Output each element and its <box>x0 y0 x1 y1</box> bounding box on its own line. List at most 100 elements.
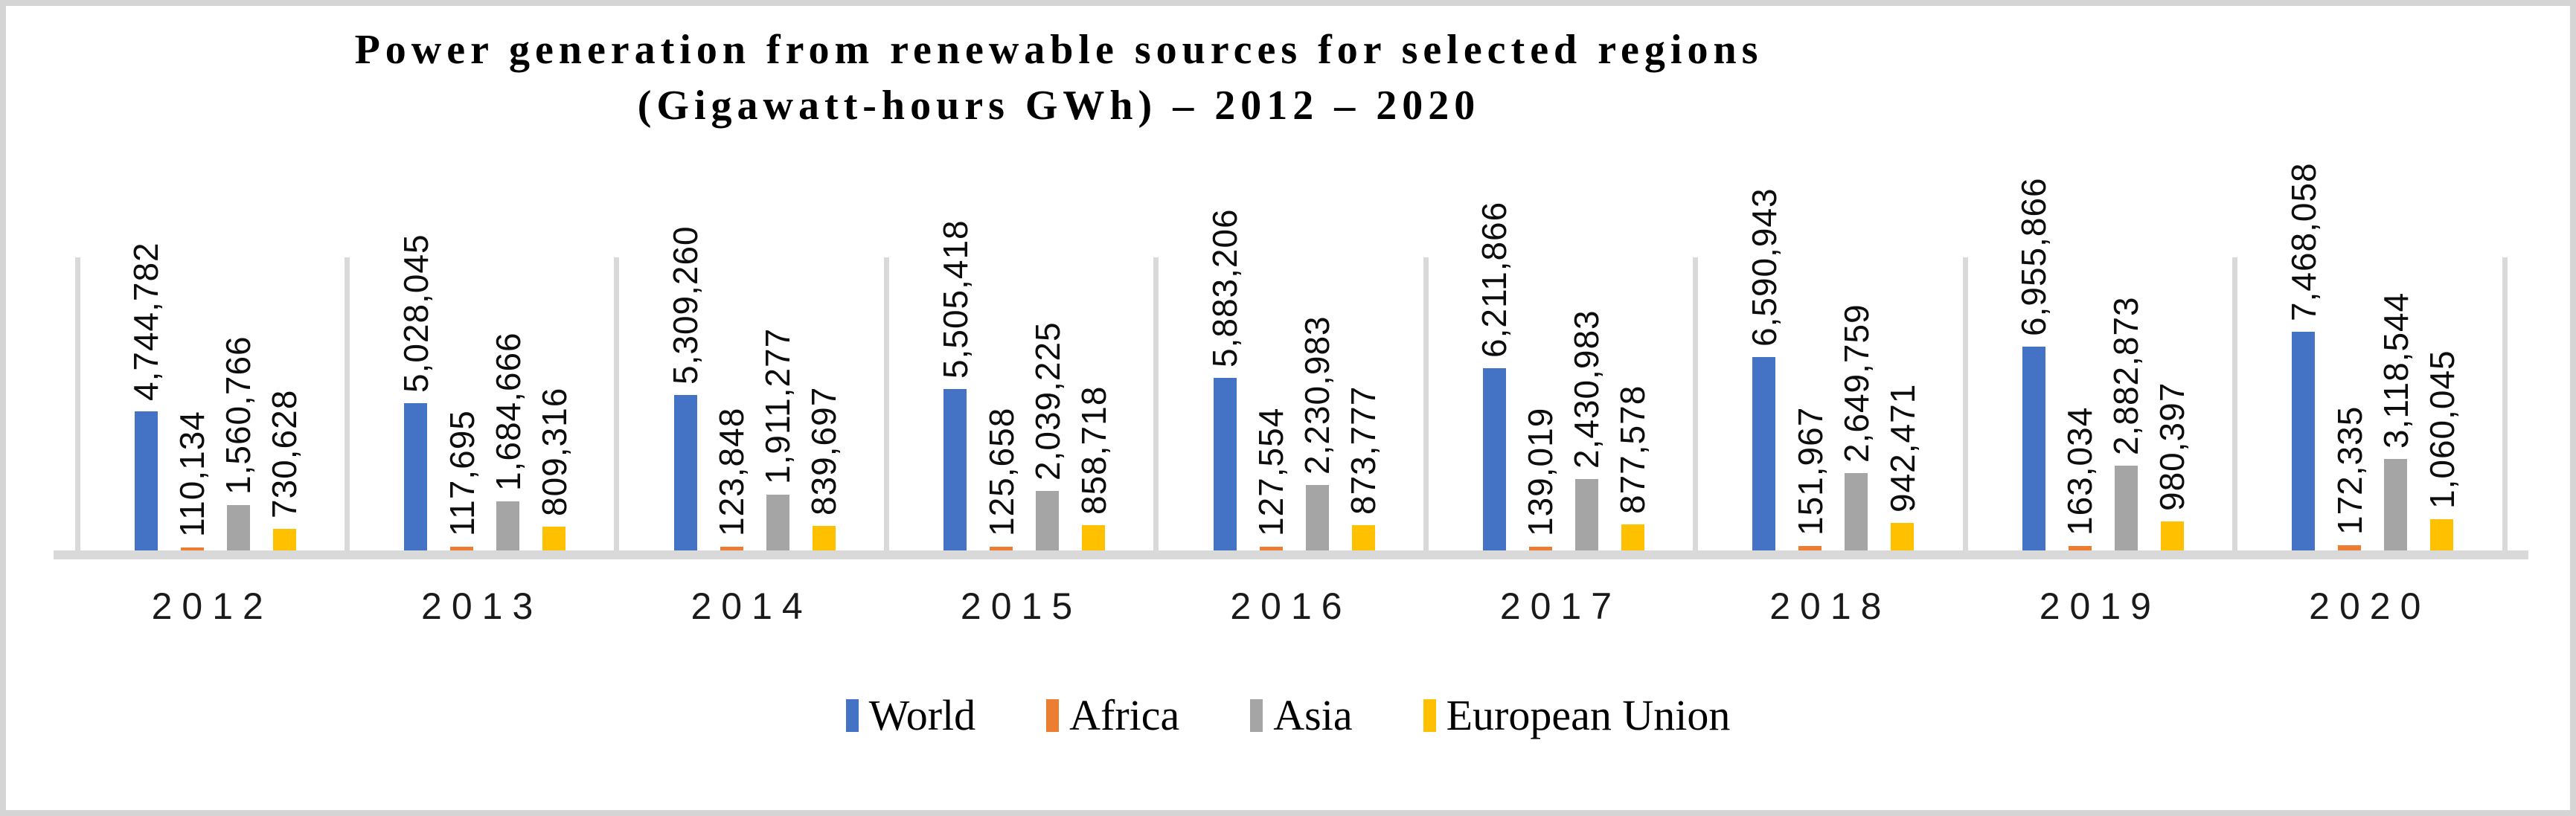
bar-european-union-2017 <box>1621 524 1644 550</box>
bar-asia-2012 <box>226 504 250 550</box>
data-label-european-union-2015: 858,718 <box>1074 385 1113 515</box>
legend-swatch-asia-icon <box>1250 698 1263 732</box>
data-label-asia-2013: 1,684,666 <box>488 331 528 491</box>
category-gridline <box>614 257 620 550</box>
bar-world-2019 <box>2022 346 2045 550</box>
bar-asia-2017 <box>1574 479 1598 550</box>
x-axis-label-2012: 2012 <box>151 585 273 627</box>
legend-item-asia: Asia <box>1250 690 1353 740</box>
bar-africa-2014 <box>720 547 743 550</box>
legend-swatch-africa-icon <box>1046 698 1060 732</box>
data-label-european-union-2019: 980,397 <box>2153 382 2192 512</box>
data-label-asia-2017: 2,430,983 <box>1567 309 1606 469</box>
x-axis-label-2015: 2015 <box>960 585 1083 627</box>
legend-label-africa: Africa <box>1069 691 1180 739</box>
data-label-africa-2020: 172,335 <box>2330 405 2369 536</box>
data-label-africa-2019: 163,034 <box>2060 406 2100 536</box>
data-label-africa-2015: 125,658 <box>981 407 1021 537</box>
bar-european-union-2019 <box>2160 521 2184 550</box>
bar-asia-2015 <box>1036 490 1060 550</box>
data-label-european-union-2012: 730,628 <box>265 389 304 519</box>
data-label-asia-2018: 2,649,759 <box>1836 303 1876 463</box>
x-axis-label-2013: 2013 <box>421 585 543 627</box>
legend-item-world: World <box>845 690 976 740</box>
bar-asia-2019 <box>2114 466 2138 550</box>
bar-world-2015 <box>943 389 967 550</box>
data-label-africa-2013: 117,695 <box>442 410 481 537</box>
bar-world-2013 <box>404 402 428 550</box>
bar-africa-2015 <box>990 547 1013 550</box>
data-label-africa-2017: 139,019 <box>1521 407 1560 536</box>
bar-africa-2013 <box>450 547 474 550</box>
category-gridline <box>74 257 80 550</box>
bar-africa-2012 <box>180 547 204 550</box>
bar-asia-2013 <box>496 501 520 550</box>
data-label-world-2019: 6,955,866 <box>2014 177 2054 336</box>
x-axis-label-2020: 2020 <box>2309 585 2431 627</box>
bar-africa-2016 <box>1259 546 1283 550</box>
bar-world-2020 <box>2292 331 2316 550</box>
bar-africa-2017 <box>1528 546 1552 550</box>
data-label-asia-2016: 2,230,983 <box>1298 315 1336 475</box>
data-label-asia-2020: 3,118,544 <box>2376 292 2415 449</box>
category-gridline <box>1423 257 1429 550</box>
bar-european-union-2020 <box>2430 519 2454 550</box>
category-gridline <box>1962 257 1968 550</box>
bar-world-2014 <box>673 394 697 550</box>
legend-swatch-world-icon <box>845 698 859 732</box>
bar-european-union-2012 <box>272 529 296 550</box>
category-gridline <box>2502 257 2508 550</box>
x-axis-label-2018: 2018 <box>1769 585 1891 627</box>
chart-title: Power generation from renewable sources … <box>354 27 1763 73</box>
data-label-european-union-2014: 839,697 <box>804 386 844 515</box>
legend-label-asia: Asia <box>1273 691 1353 739</box>
data-label-european-union-2018: 942,471 <box>1883 383 1922 513</box>
data-label-european-union-2013: 809,316 <box>534 387 574 517</box>
data-label-world-2013: 5,028,045 <box>396 234 435 393</box>
legend-label-eu: European Union <box>1446 691 1731 739</box>
legend-label-world: World <box>868 691 976 739</box>
bar-european-union-2016 <box>1351 524 1375 550</box>
x-axis-label-2017: 2017 <box>1499 585 1622 627</box>
bar-asia-2018 <box>1845 472 1868 550</box>
data-label-european-union-2016: 873,777 <box>1344 385 1382 515</box>
bar-world-2012 <box>134 411 158 550</box>
data-label-world-2018: 6,590,943 <box>1744 187 1784 347</box>
bar-africa-2018 <box>1798 546 1822 550</box>
data-label-africa-2012: 110,134 <box>173 410 212 537</box>
chart-title-block: Power generation from renewable sources … <box>304 22 1814 132</box>
bar-european-union-2015 <box>1082 525 1106 550</box>
data-label-world-2012: 4,744,782 <box>126 242 166 402</box>
data-label-asia-2015: 2,039,225 <box>1028 321 1067 481</box>
bar-africa-2020 <box>2338 545 2362 550</box>
data-label-european-union-2020: 1,060,045 <box>2422 350 2461 510</box>
bar-world-2016 <box>1213 378 1237 550</box>
legend-swatch-eu-icon <box>1423 698 1436 732</box>
data-label-africa-2014: 123,848 <box>712 407 752 537</box>
data-label-european-union-2017: 877,578 <box>1613 385 1653 515</box>
x-axis-line <box>54 550 2528 559</box>
data-label-world-2015: 5,505,418 <box>935 219 975 379</box>
bar-european-union-2014 <box>812 525 836 550</box>
bar-asia-2016 <box>1305 485 1329 550</box>
bar-asia-2014 <box>766 494 789 550</box>
x-axis-label-2016: 2016 <box>1230 585 1352 627</box>
data-label-world-2017: 6,211,866 <box>1475 202 1514 359</box>
category-gridline <box>2232 257 2238 550</box>
data-label-world-2014: 5,309,260 <box>666 225 705 385</box>
bar-world-2017 <box>1482 368 1506 550</box>
x-axis-label-2019: 2019 <box>2039 585 2161 627</box>
bar-africa-2019 <box>2068 545 2092 550</box>
data-label-world-2020: 7,468,058 <box>2284 162 2323 321</box>
data-label-world-2016: 5,883,206 <box>1205 208 1244 368</box>
category-gridline <box>344 257 350 550</box>
bar-european-union-2013 <box>542 527 566 550</box>
data-label-africa-2016: 127,554 <box>1252 407 1290 536</box>
bar-asia-2020 <box>2384 459 2408 550</box>
legend-item-eu: European Union <box>1423 690 1731 740</box>
data-label-asia-2012: 1,560,766 <box>219 335 258 495</box>
category-gridline <box>883 257 889 550</box>
data-label-asia-2019: 2,882,873 <box>2106 296 2146 456</box>
data-label-asia-2014: 1,911,277 <box>758 327 798 484</box>
data-label-africa-2018: 151,967 <box>1790 406 1830 536</box>
